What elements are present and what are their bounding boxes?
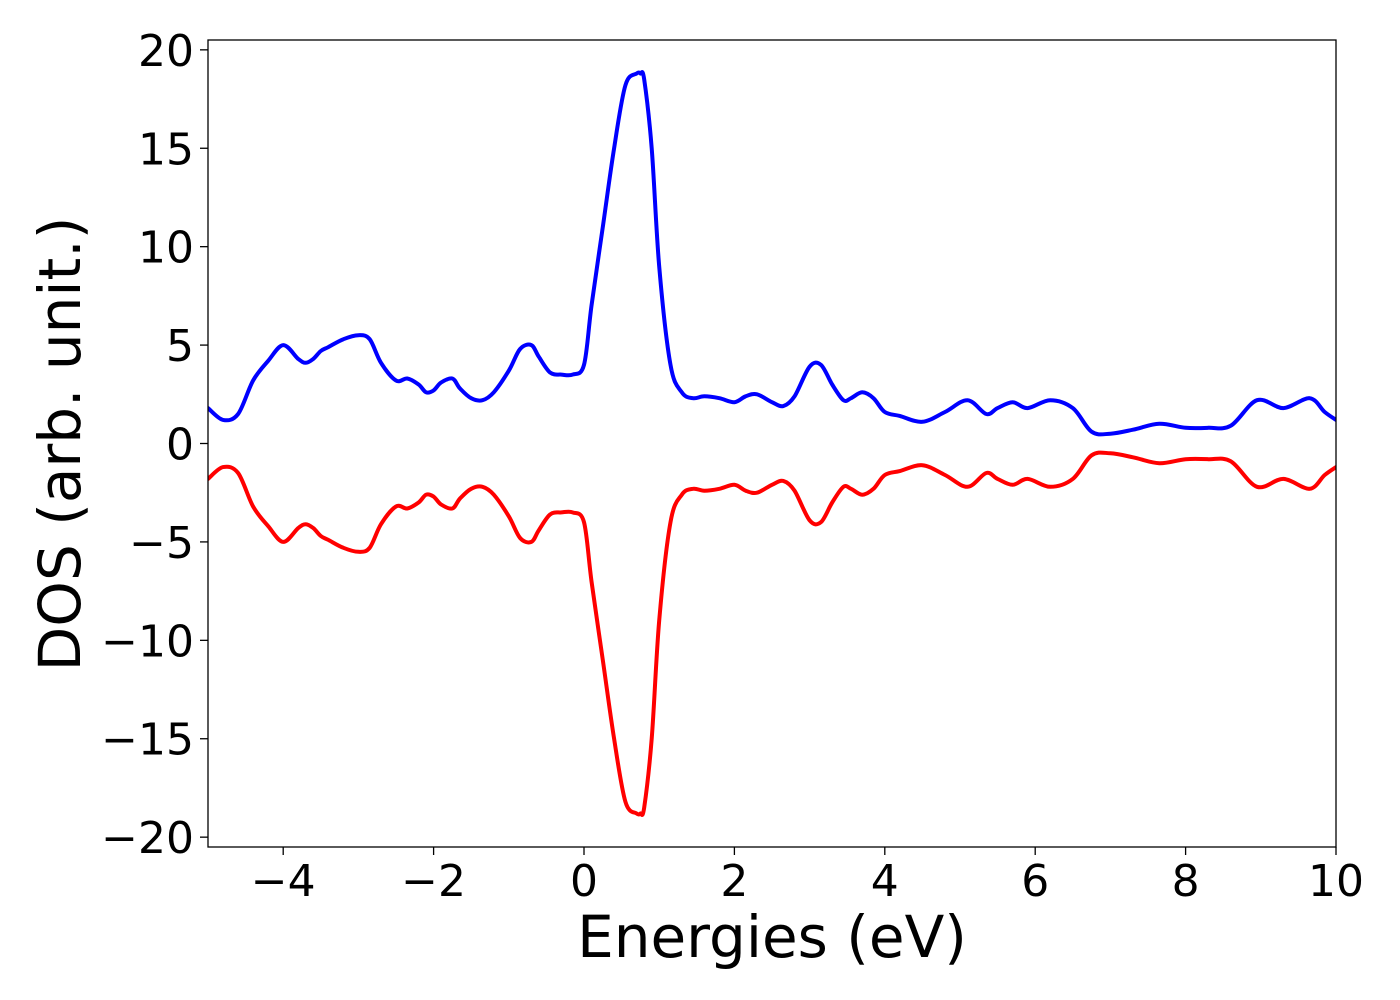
y-axis: −20 −15 −10 −5 0 5 10 15 20 (101, 26, 208, 864)
y-tick-label: 20 (138, 26, 194, 77)
series-line-1 (208, 70, 1336, 437)
x-axis: −4 −2 0 2 4 6 8 10 (251, 847, 1364, 907)
y-axis-title: DOS (arb. unit.) (26, 217, 94, 672)
x-tick-label: 4 (871, 856, 899, 907)
plot-background (208, 40, 1336, 847)
x-tick-label: −2 (401, 856, 466, 907)
y-tick-label: 0 (166, 420, 194, 471)
x-axis-title: Energies (eV) (577, 903, 967, 971)
y-tick-label: −5 (129, 518, 194, 569)
y-tick-label: 10 (138, 223, 194, 274)
series-layer (208, 70, 1336, 817)
x-tick-label: 2 (720, 856, 748, 907)
x-tick-label: 6 (1021, 856, 1049, 907)
y-tick-label: 15 (138, 124, 194, 175)
y-tick-label: −20 (101, 813, 194, 864)
y-tick-label: −10 (101, 616, 194, 667)
y-tick-label: −15 (101, 715, 194, 766)
x-tick-label: 8 (1172, 856, 1200, 907)
x-tick-label: 0 (570, 856, 598, 907)
series-line-2 (208, 450, 1336, 817)
y-tick-label: 5 (166, 321, 194, 372)
x-tick-label: −4 (251, 856, 316, 907)
x-tick-label: 10 (1308, 856, 1364, 907)
